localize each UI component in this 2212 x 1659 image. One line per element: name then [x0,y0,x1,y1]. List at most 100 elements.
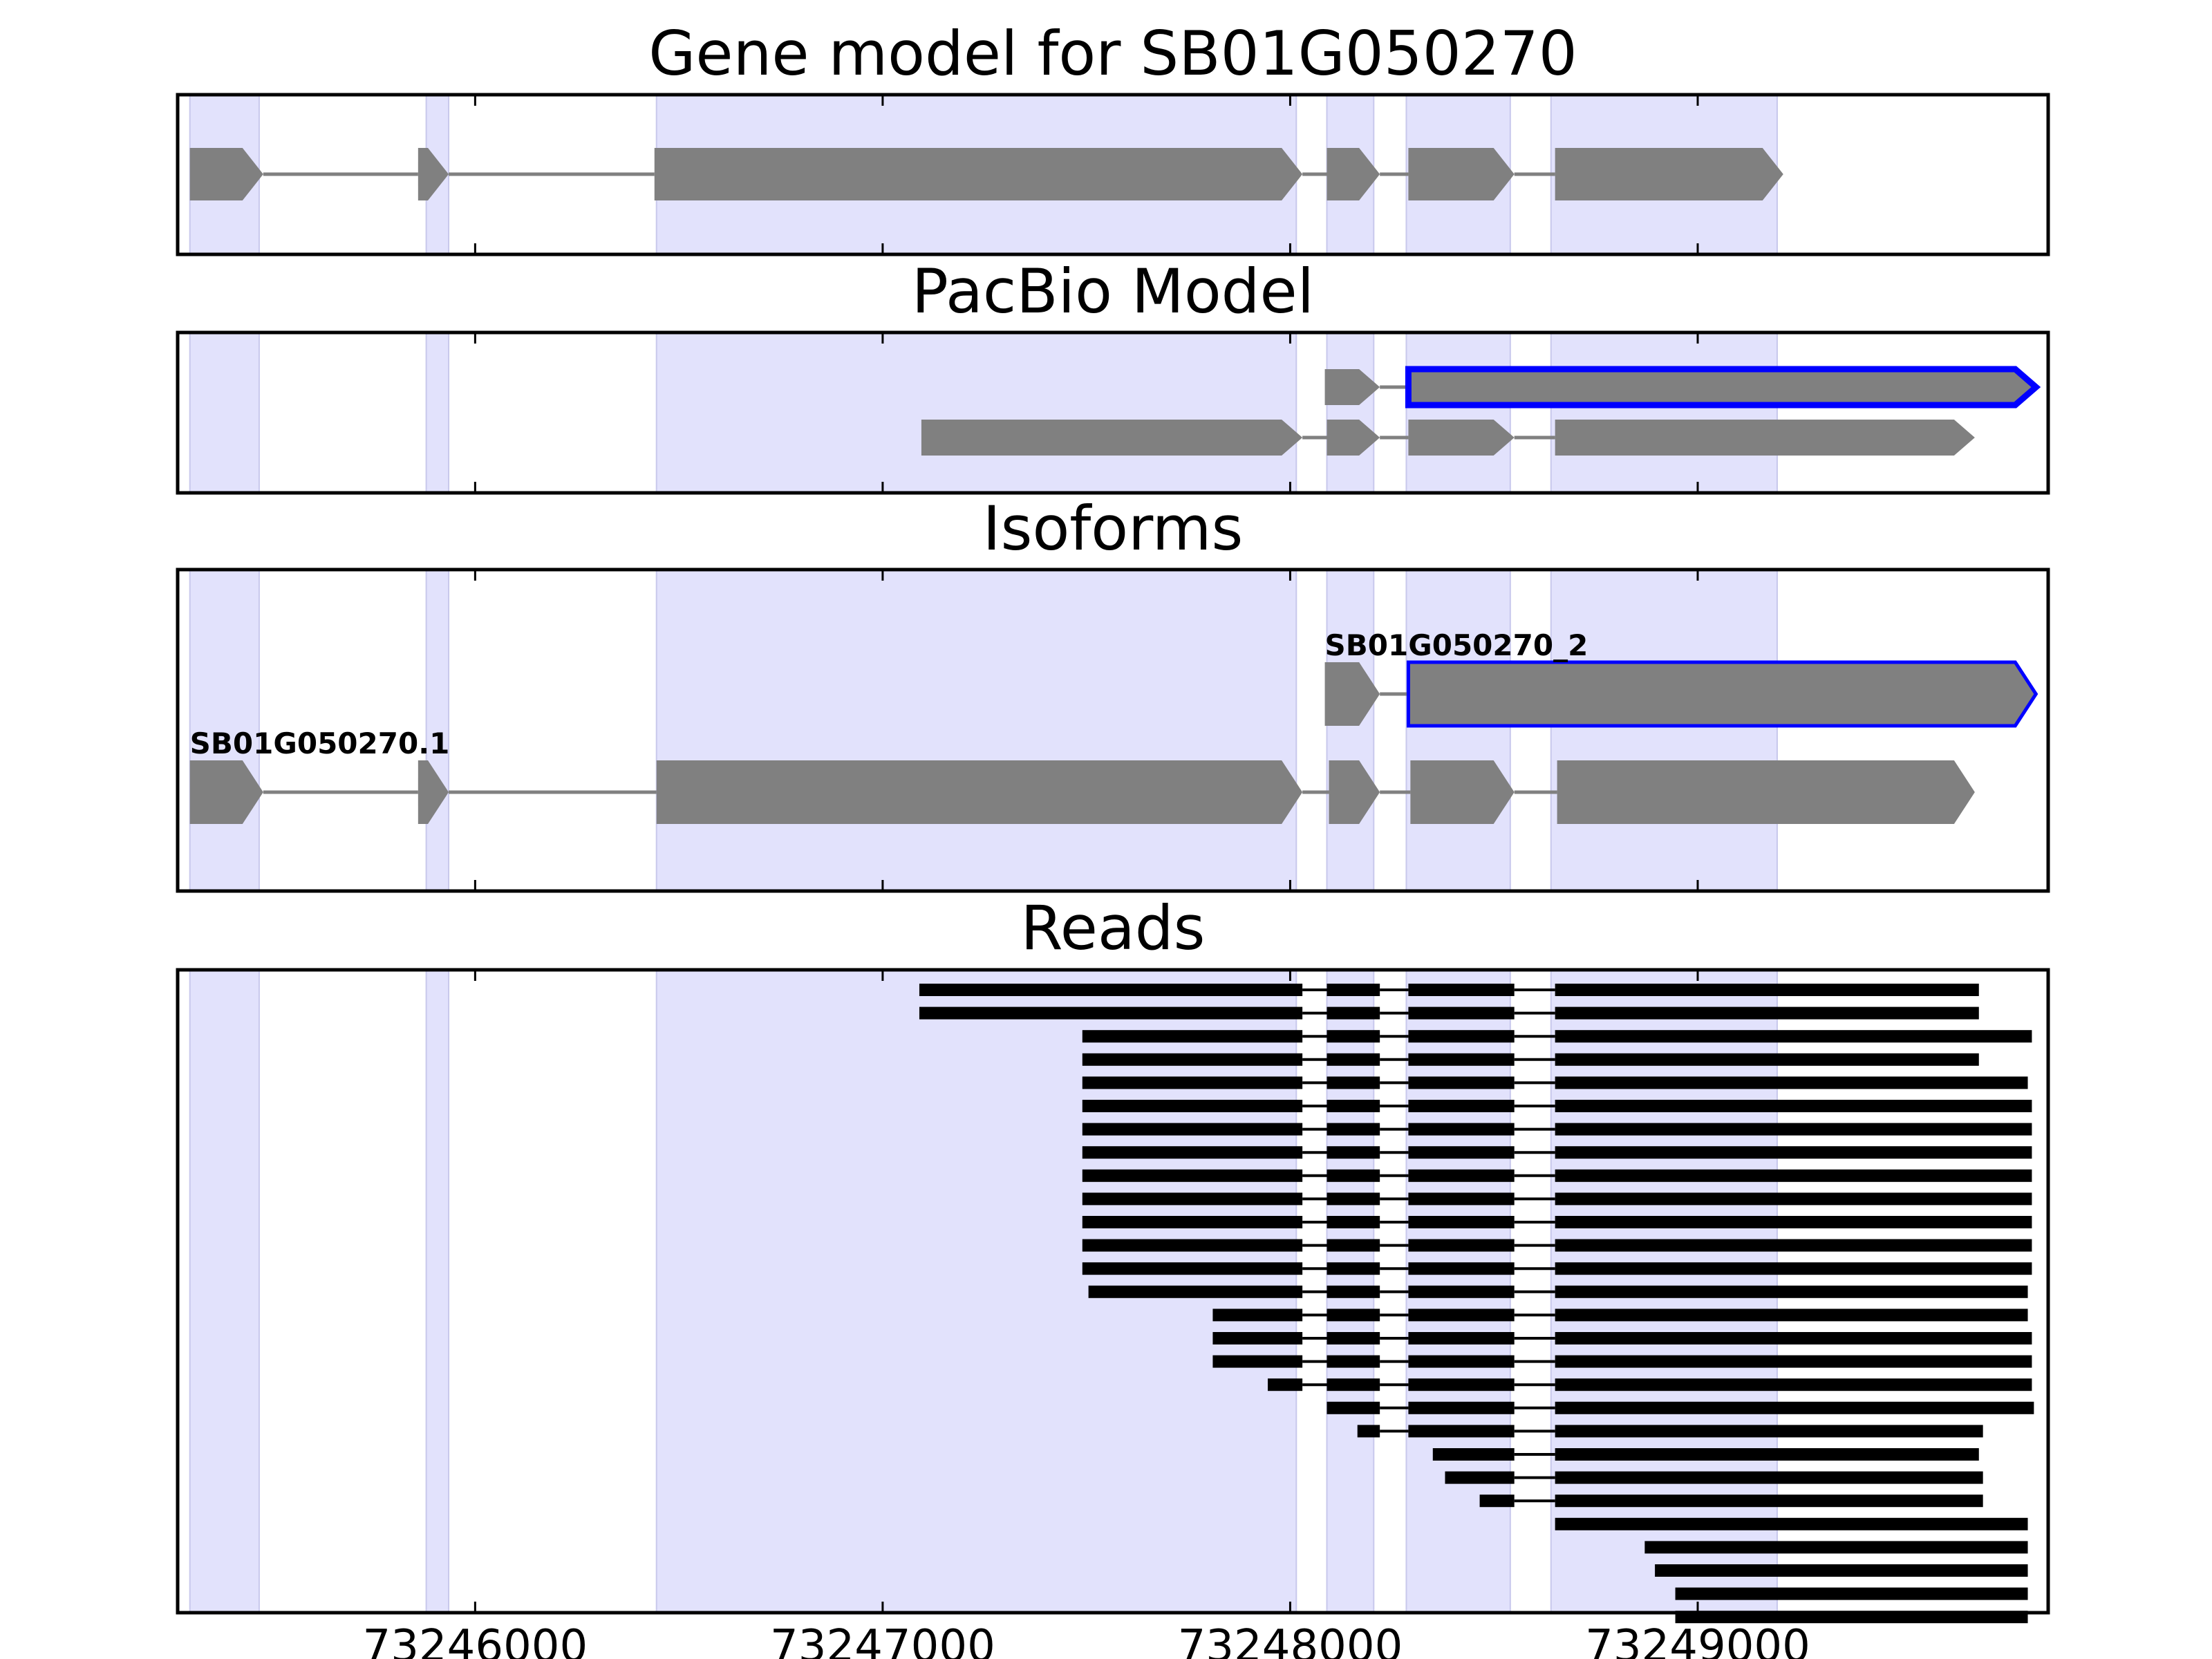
read-block [1432,1448,1515,1461]
transcript [921,420,1975,456]
read-block [1327,1309,1380,1322]
read-block [1555,1239,2032,1252]
exon [1408,148,1515,200]
exon [1329,760,1380,824]
read-block [1327,1332,1380,1344]
read [1082,1146,2032,1159]
axes-frame [176,93,2050,256]
read-block [1408,1123,1515,1136]
exon [418,148,449,200]
read-block [1327,1146,1380,1159]
read-block [1408,1192,1515,1206]
read-block [1555,1030,2032,1043]
exon [1557,760,1975,824]
read-block [1082,1053,1303,1066]
read-block [1327,1053,1380,1066]
read-block [1408,1401,1515,1414]
read-block [1327,1262,1380,1275]
read-block [1555,1332,2032,1344]
exon [1408,420,1515,456]
x-tick-label: 73248000 [1178,1621,1403,1659]
read [1082,1123,2032,1136]
read [1655,1564,2028,1577]
transcript [189,148,1783,200]
exon [189,148,263,200]
read-block [1408,1332,1515,1344]
axes-frame [176,568,2050,893]
exon [656,760,1303,824]
read-block [919,1006,1303,1020]
read-block [1408,1378,1515,1391]
read [1327,1401,2034,1414]
x-tick-label: 73247000 [770,1621,995,1659]
exon [418,760,449,824]
exon [921,420,1303,456]
exon [1410,760,1515,824]
read-block [1555,1100,2032,1112]
panel-3: Isoforms SB01G050270_2 SB01G050270.1 [176,493,2050,893]
read-block [1555,1471,1983,1484]
exon-band [1405,569,1511,892]
x-tick-label: 73246000 [362,1621,588,1659]
read-block [1555,1262,2032,1275]
read-block [1327,1076,1380,1089]
exon-band [1550,569,1778,892]
read-block [1408,1355,1515,1368]
read-block [1408,1239,1515,1252]
read [1479,1494,1983,1508]
read [919,1006,1979,1020]
read-block [1088,1285,1303,1298]
read [1212,1332,2032,1344]
x-tick-label: 73249000 [1585,1621,1810,1659]
read-block [1082,1169,1303,1182]
exon [1555,420,1975,456]
read-block [1555,1053,1979,1066]
read-block [1327,1192,1380,1206]
read-block [1408,1053,1515,1066]
read-block [1408,1006,1515,1020]
read [1082,1169,2032,1182]
read-block [1212,1309,1303,1322]
read-block [1408,1030,1515,1043]
read-block [1082,1030,1303,1043]
read-block [1555,1076,2028,1089]
read [1268,1378,2032,1391]
read-block [1555,1146,2032,1159]
read-block [1212,1332,1303,1344]
exon [189,760,263,824]
read [1445,1471,1983,1484]
read-block [1082,1192,1303,1206]
read-block [1555,1517,2028,1530]
read-block [1212,1355,1303,1368]
read [1082,1076,2028,1089]
exon [1405,366,2041,409]
exon-band [425,569,450,892]
exon [1324,662,1380,726]
read-block [1408,1285,1515,1298]
exon-band [655,332,1297,494]
read [1082,1100,2032,1112]
read-block [1327,1030,1380,1043]
exon [654,148,1303,200]
read-block [1555,1123,2032,1136]
read [1212,1309,2028,1322]
read-block [1327,1285,1380,1298]
read-block [1082,1123,1303,1136]
read-block [1408,1076,1515,1089]
read-block [1327,984,1380,996]
read-block [1082,1146,1303,1159]
panel-title: Gene model for SB01G050270 [648,18,1577,89]
read-block [1327,1401,1380,1414]
exon-band [189,969,260,1613]
read-block [1082,1076,1303,1089]
read [1212,1355,2032,1368]
read-block [1408,1100,1515,1112]
read-block [1408,984,1515,996]
transcript: SB01G050270.1 [189,727,1975,824]
read [1082,1030,2032,1043]
read-block [1408,1216,1515,1228]
panel-4: Reads 73246000 73247000 73248000 73249000 [176,892,2050,1659]
panel-title: Isoforms [983,493,1244,564]
read-block [1555,1285,2028,1298]
